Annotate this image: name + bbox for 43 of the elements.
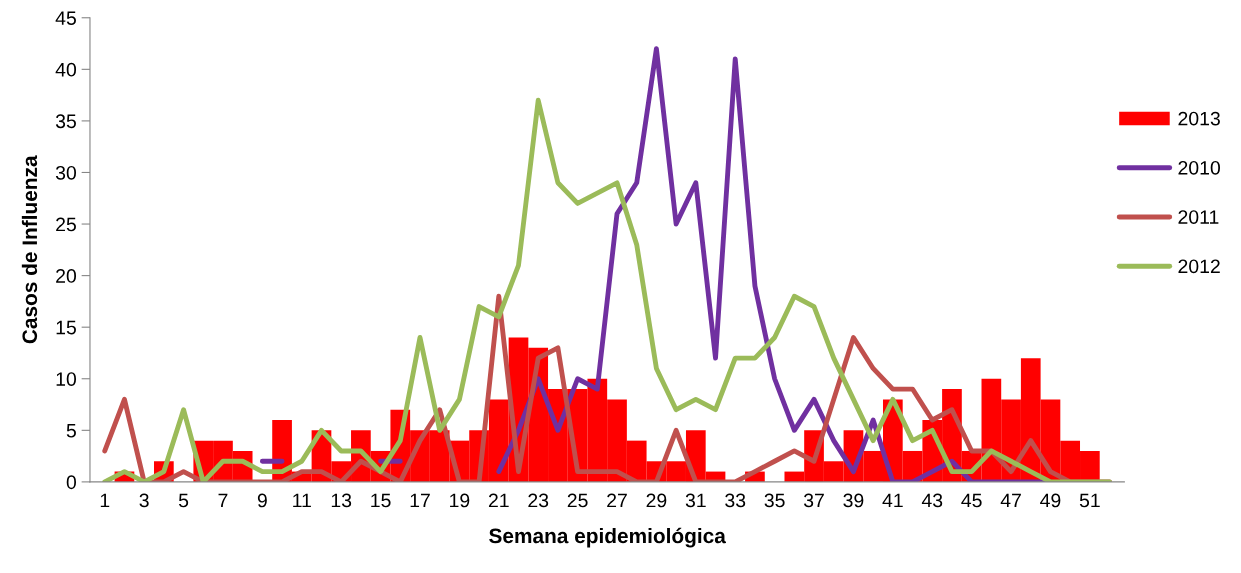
- line-series: [102, 97, 1112, 482]
- y-axis-title: Casos de Influenza: [21, 155, 38, 344]
- x-tick-label: 13: [331, 493, 352, 508]
- y-tick-label: 35: [55, 114, 76, 129]
- legend-label: 2010: [1178, 160, 1220, 175]
- x-tick-label: 5: [178, 493, 189, 508]
- y-tick-label: 5: [66, 423, 76, 438]
- x-tick-label: 31: [685, 493, 706, 508]
- legend-label: 2012: [1178, 259, 1220, 274]
- x-tick-label: 15: [371, 493, 391, 508]
- legend-label: 2013: [1178, 111, 1220, 126]
- x-tick-label: 51: [1079, 493, 1100, 508]
- x-tick-label: 3: [139, 493, 149, 508]
- x-tick-label: 1: [100, 493, 110, 508]
- x-tick-label: 11: [293, 493, 311, 508]
- x-tick-label: 9: [257, 493, 267, 508]
- x-axis-title: Semana epidemiológica: [489, 527, 726, 548]
- y-tick-label: 30: [55, 165, 77, 180]
- x-tick-label: 43: [921, 493, 943, 508]
- x-tick-label: 29: [646, 493, 667, 508]
- x-tick-label: 17: [410, 493, 430, 508]
- y-tick-label: 45: [55, 11, 76, 25]
- x-tick-label: 45: [961, 493, 982, 508]
- x-tick-label: 41: [882, 493, 903, 508]
- x-tick-label: 23: [528, 493, 549, 508]
- y-tick-label: 10: [56, 372, 77, 386]
- y-tick-label: 20: [56, 269, 77, 283]
- x-tick-label: 49: [1040, 493, 1061, 508]
- y-tick-label: 15: [56, 320, 76, 335]
- x-tick-label: 35: [764, 493, 785, 508]
- x-tick-label: 33: [725, 493, 746, 508]
- x-tick-label: 7: [218, 493, 228, 508]
- x-tick-label: 21: [488, 493, 509, 508]
- y-tick-label: 0: [66, 475, 77, 490]
- x-tick-label: 39: [843, 493, 864, 508]
- legend-label: 2011: [1178, 210, 1219, 224]
- x-tick-label: 47: [1000, 493, 1021, 508]
- x-tick-label: 25: [567, 493, 588, 508]
- x-tick-label: 19: [450, 493, 470, 508]
- y-tick-label: 25: [56, 217, 76, 232]
- y-tick-label: 40: [55, 62, 77, 77]
- x-tick-label: 37: [803, 493, 824, 508]
- x-tick-label: 27: [607, 493, 627, 508]
